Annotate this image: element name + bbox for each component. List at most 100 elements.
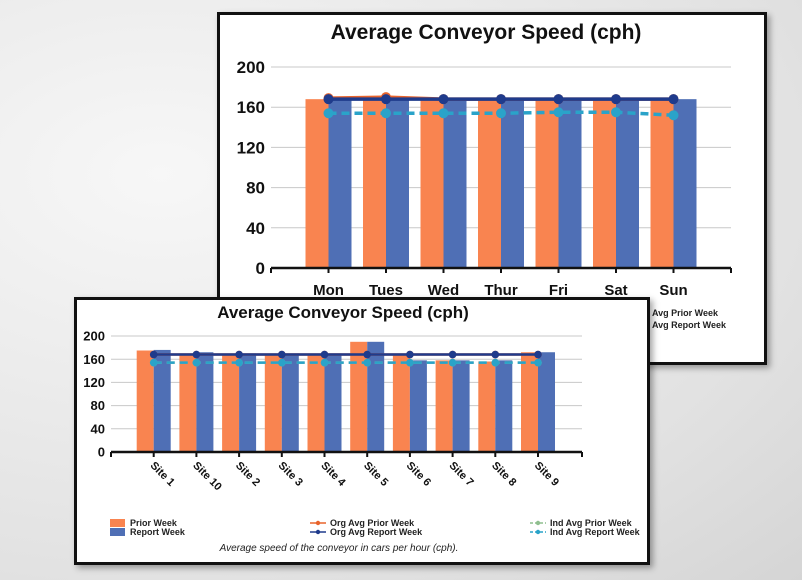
x-tick-label: Wed	[428, 282, 459, 299]
legend-marker	[315, 520, 321, 526]
marker-org-avg-report-week	[192, 350, 201, 359]
bar-report-week	[367, 341, 385, 452]
y-tick-label: 160	[237, 98, 265, 117]
marker-org-avg-report-week	[235, 350, 243, 359]
legend-label: Avg Report Week	[652, 320, 727, 330]
legend-marker	[315, 529, 321, 535]
x-tick-label: Site 4	[318, 460, 348, 490]
legend-marker	[535, 529, 541, 535]
daily-speed-chart: Average Conveyor Speed (cph) 0 40 80 120 160 2…	[217, 12, 767, 365]
bar-prior-week	[593, 99, 616, 268]
marker-ind-avg-report-week	[192, 358, 201, 367]
y-tick-label: 200	[83, 329, 105, 344]
bar-prior-week	[350, 341, 368, 452]
bar-report-week	[616, 99, 639, 268]
legend-label: Ind Avg Report Week	[550, 527, 641, 537]
legend-label: Prior Week	[130, 518, 178, 528]
bar-report-week	[452, 360, 470, 452]
y-tick-label: 80	[91, 398, 105, 413]
chart-title: Average Conveyor Speed (cph)	[217, 303, 469, 322]
x-tick-label: Site 6	[404, 460, 433, 489]
marker-ind-avg-report-week	[534, 358, 542, 367]
bar-report-week	[239, 353, 257, 452]
marker-ind-avg-report-week	[320, 358, 329, 367]
bar-report-week	[673, 99, 697, 268]
marker-org-avg-report-week	[496, 94, 506, 105]
site-chart-svg: Average Conveyor Speed (cph) 0 40 80 120 160 2…	[83, 303, 641, 554]
legend-marker	[535, 520, 541, 526]
marker-org-avg-report-week	[320, 350, 329, 359]
y-tick-label: 0	[98, 445, 105, 460]
y-tick-label: 160	[83, 352, 105, 367]
x-tick-label: Site 2	[233, 460, 262, 489]
x-tick-label: Thur	[484, 282, 517, 299]
bar-prior-week	[650, 99, 674, 268]
bar-prior-week	[222, 354, 240, 452]
y-tick-label: 80	[246, 179, 265, 198]
y-tick-label: 40	[91, 421, 105, 436]
site-speed-chart: Average Conveyor Speed (cph) 0 40 80 120 160 2…	[74, 297, 650, 565]
bar-prior-week	[136, 350, 154, 452]
marker-ind-avg-report-week	[611, 107, 621, 118]
bar-prior-week	[478, 99, 501, 268]
marker-org-avg-report-week	[381, 94, 391, 105]
bar-prior-week	[521, 352, 538, 452]
x-tick-label: Sat	[604, 282, 627, 299]
bar-prior-week	[363, 97, 386, 269]
marker-org-avg-report-week	[323, 94, 334, 105]
bar-report-week	[501, 99, 524, 268]
bar-report-week	[153, 349, 171, 452]
bar-report-week	[386, 99, 409, 268]
x-tick-label: Fri	[549, 282, 568, 299]
bar-report-week	[443, 99, 467, 268]
marker-org-avg-report-week	[363, 350, 372, 359]
marker-ind-avg-report-week	[491, 358, 500, 367]
bar-report-week	[324, 353, 342, 452]
legend-label: Ind Avg Prior Week	[550, 518, 633, 528]
marker-ind-avg-report-week	[438, 108, 449, 119]
marker-org-avg-report-week	[534, 350, 542, 359]
x-tick-label: Sun	[659, 282, 687, 299]
marker-ind-avg-report-week	[406, 358, 414, 367]
bar-report-week	[409, 360, 427, 452]
x-tick-label: Site 5	[361, 460, 390, 489]
bar-report-week	[495, 360, 513, 452]
marker-ind-avg-report-week	[323, 108, 334, 119]
x-tick-label: Tues	[369, 282, 403, 299]
marker-org-avg-report-week	[448, 350, 457, 359]
marker-org-avg-report-week	[668, 94, 679, 105]
x-tick-label: Site 7	[446, 460, 475, 489]
marker-ind-avg-report-week	[149, 358, 158, 367]
bar-prior-week	[420, 99, 444, 268]
bar-report-week	[538, 352, 555, 452]
y-tick-label: 200	[237, 58, 265, 77]
marker-org-avg-report-week	[491, 350, 500, 359]
bar-prior-week	[392, 354, 410, 452]
y-tick-label: 120	[237, 138, 265, 157]
bar-report-week	[328, 99, 352, 268]
x-tick-label: Site 8	[489, 460, 518, 489]
marker-org-avg-report-week	[553, 94, 564, 105]
bar-prior-week	[305, 99, 329, 268]
legend-label: Avg Prior Week	[652, 308, 719, 318]
legend-label: Org Avg Report Week	[330, 527, 423, 537]
legend-label: Report Week	[130, 527, 186, 537]
bar-report-week	[196, 352, 214, 452]
y-tick-label: 40	[246, 219, 265, 238]
marker-org-avg-report-week	[406, 350, 414, 359]
y-tick-label: 120	[83, 375, 105, 390]
daily-chart-svg: Average Conveyor Speed (cph) 0 40 80 120 160 2…	[237, 21, 732, 330]
marker-ind-avg-report-week	[496, 108, 506, 119]
bar-prior-week	[264, 354, 282, 452]
bar-report-week	[281, 353, 299, 452]
marker-org-avg-report-week	[438, 94, 449, 105]
chart-title: Average Conveyor Speed (cph)	[331, 21, 642, 44]
bar-report-week	[558, 99, 582, 268]
legend-label: Org Avg Prior Week	[330, 518, 415, 528]
legend-swatch	[110, 519, 125, 527]
x-tick-label: Site 9	[532, 460, 561, 489]
marker-ind-avg-report-week	[363, 358, 372, 367]
x-tick-label: Site 3	[276, 460, 305, 489]
marker-ind-avg-report-week	[235, 358, 243, 367]
marker-org-avg-report-week	[149, 350, 158, 359]
